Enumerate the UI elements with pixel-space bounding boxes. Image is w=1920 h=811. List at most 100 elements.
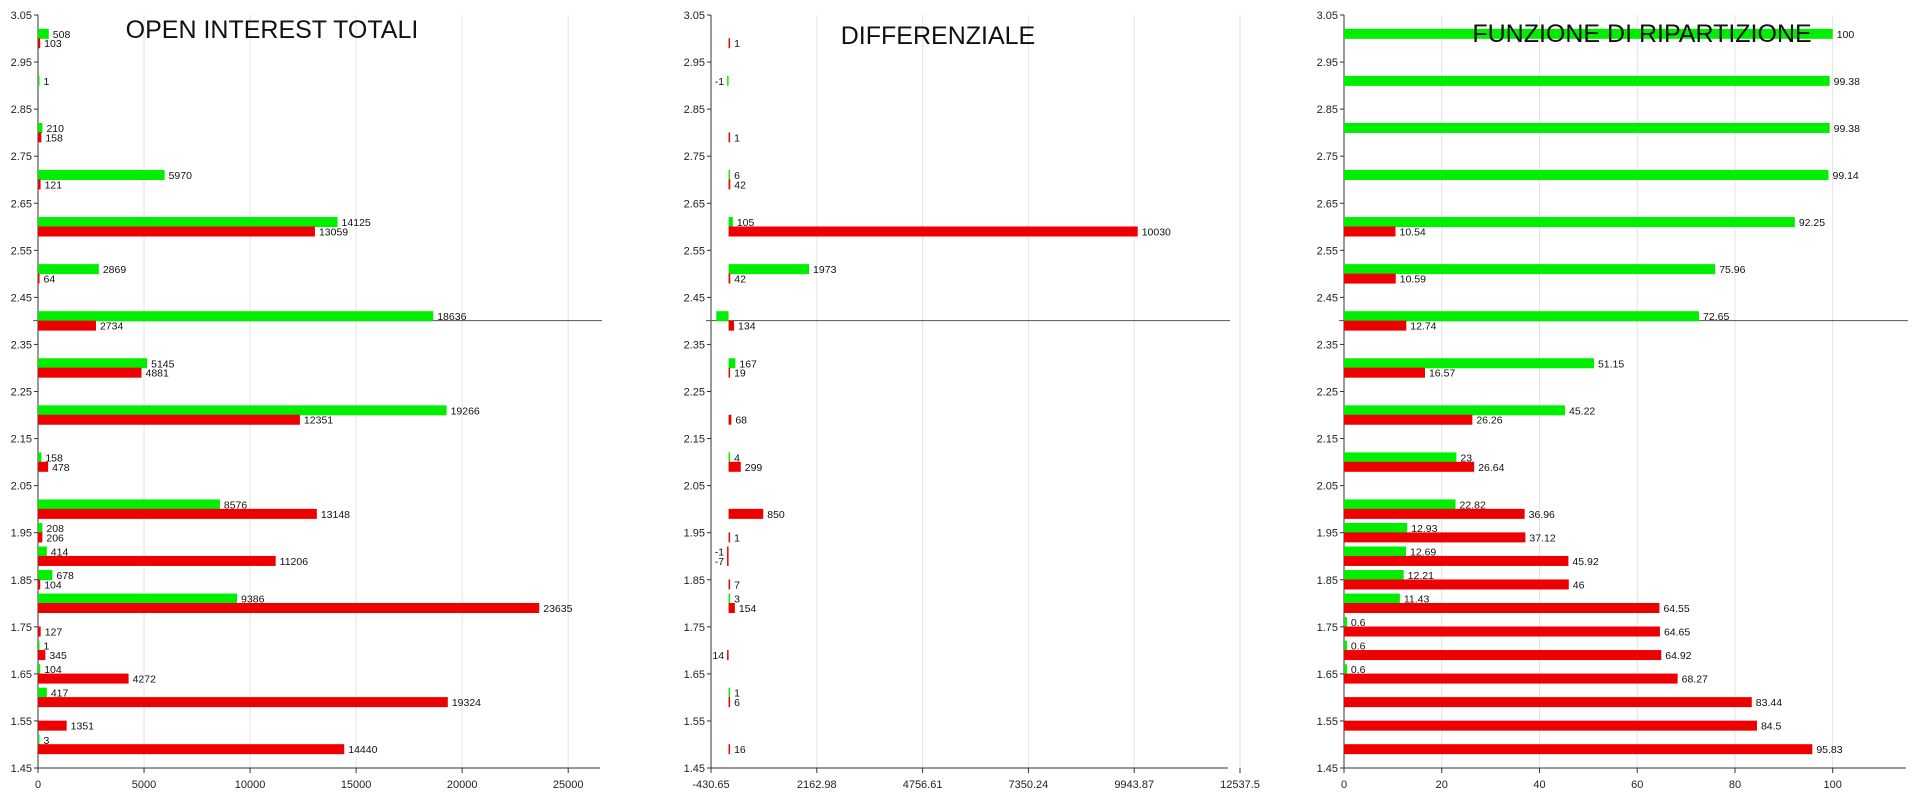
y-tick-label: 1.65 — [1317, 669, 1338, 681]
y-tick-label: 2.75 — [684, 151, 705, 163]
red-bar — [728, 38, 731, 49]
green-bar — [1344, 122, 1830, 133]
bar-data-label: 68.27 — [1682, 674, 1708, 686]
y-tick-label: 1.55 — [684, 716, 705, 728]
y-tick-label: 2.05 — [11, 481, 32, 493]
y-tick-label: 2.45 — [1317, 292, 1338, 304]
bar-data-label: 0.6 — [1351, 641, 1366, 653]
x-tick-label: 80 — [1729, 779, 1741, 791]
bar-data-label: 1 — [44, 76, 50, 88]
bar-data-label: 103 — [44, 38, 62, 50]
bar-data-label: 6 — [734, 697, 740, 709]
green-bar — [38, 499, 220, 510]
green-bar — [38, 452, 42, 463]
green-bar — [1344, 593, 1400, 604]
bar-data-label: 478 — [52, 462, 70, 474]
x-tick-label: 60 — [1631, 779, 1643, 791]
green-bar — [38, 687, 47, 698]
bar-data-label: 13059 — [319, 226, 348, 238]
bar-data-label: -1 — [715, 547, 724, 559]
green-bar — [1344, 570, 1404, 581]
y-tick-label: 2.95 — [11, 57, 32, 69]
bar-data-label: 158 — [45, 452, 63, 464]
y-tick-label: 2.15 — [11, 434, 32, 446]
x-tick-label: 0 — [35, 779, 41, 791]
bar-data-label: 26.26 — [1476, 415, 1502, 427]
y-tick-label: 2.95 — [684, 57, 705, 69]
x-tick-label: 0 — [1341, 779, 1347, 791]
y-tick-label: 1.45 — [11, 763, 32, 775]
y-tick-label: 1.45 — [1317, 763, 1338, 775]
red-bar — [38, 697, 448, 708]
bar-data-label: 12.74 — [1410, 321, 1436, 333]
red-bar — [728, 367, 731, 378]
bar-data-label: 51.15 — [1598, 358, 1624, 370]
bar-data-label: 210 — [46, 123, 64, 135]
red-bar — [38, 461, 49, 472]
green-bar — [38, 570, 53, 581]
red-bar — [1344, 273, 1396, 284]
bar-data-label: 4 — [734, 452, 740, 464]
bar-data-label: 22.82 — [1460, 499, 1486, 511]
green-bar — [1344, 75, 1830, 86]
red-bar — [1344, 579, 1569, 590]
y-tick-label: 2.65 — [1317, 198, 1338, 210]
y-tick-label: 2.55 — [1317, 245, 1338, 257]
y-tick-label: 2.35 — [11, 339, 32, 351]
x-tick-label: 15000 — [341, 779, 372, 791]
y-tick-label: 1.65 — [684, 669, 705, 681]
bar-data-label: 11206 — [280, 556, 309, 568]
y-tick-label: 2.55 — [11, 245, 32, 257]
bar-data-label: 7 — [734, 579, 740, 591]
bar-data-label: 42 — [734, 179, 746, 191]
bar-data-label: 121 — [45, 179, 63, 191]
green-bar — [1344, 499, 1456, 510]
bar-data-label: 9386 — [241, 594, 265, 606]
green-bar — [38, 311, 434, 322]
bar-data-label: 83.44 — [1756, 697, 1782, 709]
chart-title: DIFFERENZIALE — [841, 22, 1035, 50]
x-tick-label: 2162.98 — [797, 779, 837, 791]
green-bar — [38, 28, 49, 39]
x-tick-label: 7350.24 — [1009, 779, 1049, 791]
y-tick-label: 2.95 — [1317, 57, 1338, 69]
bar-data-label: 75.96 — [1719, 264, 1745, 276]
y-tick-label: 2.65 — [11, 198, 32, 210]
bar-data-label: 64.55 — [1663, 603, 1689, 615]
y-tick-label: 1.85 — [11, 575, 32, 587]
bar-data-label: 14 — [712, 650, 724, 662]
bar-data-label: 208 — [46, 523, 64, 535]
red-bar — [38, 650, 46, 661]
bar-data-label: 18636 — [437, 311, 466, 323]
red-bar — [727, 555, 729, 566]
bar-data-label: 5970 — [169, 170, 193, 182]
red-bar — [1344, 532, 1526, 543]
y-tick-label: 2.05 — [1317, 481, 1338, 493]
y-tick-label: 1.75 — [11, 622, 32, 634]
bar-data-label: 11.43 — [1404, 594, 1430, 606]
bar-data-label: 23 — [1460, 452, 1472, 464]
bar-data-label: 46 — [1573, 579, 1585, 591]
y-tick-label: 1.95 — [1317, 528, 1338, 540]
x-tick-label: 20 — [1436, 779, 1448, 791]
y-tick-label: 1.55 — [11, 716, 32, 728]
red-bar — [727, 650, 729, 661]
red-bar — [38, 273, 40, 284]
bar-data-label: 37.12 — [1529, 532, 1555, 544]
green-bar — [728, 687, 731, 698]
bar-data-label: 64.92 — [1665, 650, 1691, 662]
y-tick-label: 1.95 — [11, 528, 32, 540]
bar-data-label: 154 — [739, 603, 757, 615]
red-bar — [1344, 697, 1752, 708]
red-bar — [1344, 414, 1473, 425]
bar-data-label: 10.54 — [1400, 226, 1426, 238]
bar-data-label: 16 — [734, 744, 746, 756]
red-bar — [38, 555, 276, 566]
green-bar — [1344, 522, 1408, 533]
bar-data-label: 508 — [53, 29, 71, 41]
y-tick-label: 2.35 — [684, 339, 705, 351]
red-bar — [1344, 367, 1425, 378]
red-bar — [38, 367, 142, 378]
green-bar — [716, 311, 729, 322]
